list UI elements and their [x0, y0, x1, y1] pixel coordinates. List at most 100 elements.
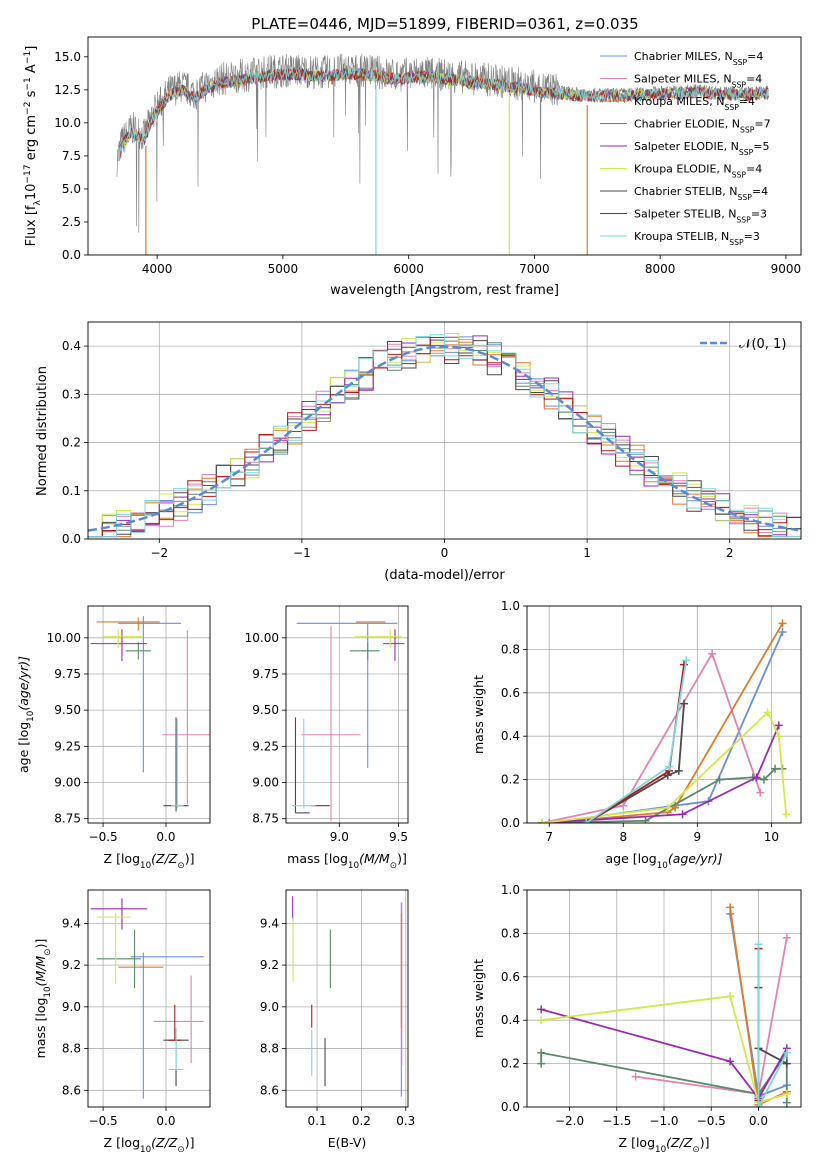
residuals-ytick-label-1: 0.1	[62, 484, 81, 498]
weight_vs_age-plot-area	[537, 619, 791, 823]
residuals-xtick-label-1: −1	[293, 546, 311, 560]
legend-label-normal: 𝒩(0, 1)	[739, 337, 786, 352]
residuals-ylabel: Normed distribution	[35, 366, 50, 496]
weight_vs_Z-ytick-label-4: 0.8	[501, 926, 520, 940]
residuals-xtick-label-2: 0	[441, 546, 449, 560]
residuals-ytick-label-4: 0.4	[62, 339, 81, 353]
weight_vs_Z-ytick-label-2: 0.4	[501, 1013, 520, 1027]
weight_vs_age-marker-kroupa_stelib-1	[665, 762, 674, 771]
weight_vs_age-series-chabrier_stelib	[585, 703, 685, 823]
weight_vs_age-marker-chabrier_elodie-2	[715, 775, 724, 784]
spectrum-ylabel: Flux [fλ10−17 erg cm−2 s−1 A−1]	[23, 46, 43, 247]
mass_vs_Z-xtick-label-1: 0.0	[156, 1114, 175, 1128]
weight_vs_Z-frame	[526, 889, 802, 1108]
mass_vs_Z-ytick-label-3: 9.2	[62, 958, 81, 972]
weight_vs_age-marker-kroupa_elodie-2	[763, 708, 772, 717]
weight_vs_age-marker-salpeter_miles-1	[619, 801, 628, 810]
age_vs_mass-plot-area	[291, 621, 405, 822]
age_vs_Z-ytick-label-3: 9.50	[54, 703, 81, 717]
age_vs_Z-xlabel: Z [log10(Z/Z⊙)]	[104, 851, 195, 871]
mass_vs_Z-plot-area	[90, 898, 204, 1099]
weight_vs_age-marker-salpeter_elodie-2	[752, 773, 761, 782]
weight_vs_age-ytick-label-3: 0.6	[501, 686, 520, 700]
residuals-ytick-label-2: 0.2	[62, 436, 81, 450]
weight_vs_age-series-salpeter_stelib	[585, 664, 685, 823]
weight_vs_age-marker-chabrier_stelib-3	[679, 699, 688, 708]
age_vs_mass-ytick-label-0: 8.75	[252, 812, 279, 826]
age_vs_mass-ytick-label-1: 9.00	[252, 775, 279, 789]
weight_vs_age-ylabel: mass weight	[471, 675, 486, 754]
legend-label-salpeter_elodie: Salpeter ELODIE, NSSP=5	[634, 140, 770, 157]
residuals-xlabel: (data-model)/error	[384, 568, 505, 583]
weight_vs_age-marker-salpeter_elodie-1	[678, 810, 687, 819]
weight_vs_Z-marker-salpeter_miles-0	[631, 1072, 640, 1081]
mass_vs_Z-frame	[87, 889, 211, 1108]
weight_vs_age-series-chabrier_miles	[549, 631, 784, 823]
mass_vs_EBV-ytick-label-2: 9.0	[260, 1000, 279, 1014]
age_vs_mass-xtick-label-0: 9.0	[330, 830, 349, 844]
weight_vs_age-marker-chabrier_stelib-2	[674, 766, 683, 775]
weight_vs_age-marker-salpeter_elodie-3	[774, 721, 783, 730]
weight_vs_age-ytick-label-4: 0.8	[501, 642, 520, 656]
normal-distribution-curve	[88, 345, 799, 532]
weight_vs_age-frame	[526, 605, 802, 824]
residuals-xtick-label-4: 2	[726, 546, 734, 560]
residuals-ytick-label-0: 0.0	[62, 532, 81, 546]
age_vs_mass-ytick-label-5: 10.00	[245, 631, 279, 645]
weight_vs_age-xtick-label-0: 7	[545, 830, 553, 844]
mass_vs_Z-panel: −0.5 0.0 8.6 8.8 9.0 9.2 9.4 Z [log10(Z/Z⊙)] mas…	[33, 889, 211, 1155]
mass_vs_EBV-panel: 0.1 0.2 0.3 8.6 8.8 9.0 9.2 9.4 E(B-V)	[260, 889, 415, 1150]
weight_vs_Z-marker-kroupa_elodie-1	[726, 992, 735, 1001]
mass_vs_EBV-ytick-label-1: 8.8	[260, 1042, 279, 1056]
weight_vs_age-marker-kroupa_elodie-4	[782, 810, 791, 819]
residuals-xtick-label-0: −2	[150, 546, 168, 560]
weight_vs_Z-marker-kroupa_stelib-1	[754, 1103, 763, 1107]
weight_vs_age-marker-salpeter_stelib-2	[679, 660, 688, 669]
weight_vs_age-marker-kroupa_elodie-3	[774, 732, 783, 741]
weight_vs_Z-xtick-label-4: 0.0	[749, 1114, 768, 1128]
mass_vs_Z-ytick-label-1: 8.8	[62, 1042, 81, 1056]
spectrum-frame	[87, 36, 802, 256]
legend-label-salpeter_miles: Salpeter MILES, NSSP=4	[634, 73, 762, 90]
weight_vs_Z-xlabel: Z [log10(Z/Z⊙)]	[619, 1135, 710, 1155]
weight_vs_age-series-kroupa_stelib	[585, 660, 688, 823]
weight_vs_age-panel: 7 8 9 10 0.0 0.2 0.4 0.6 0.8 1.0 age [log10(age/yr…	[471, 599, 802, 871]
weight_vs_Z-marker-salpeter_elodie-1	[726, 1057, 735, 1066]
mass_vs_EBV-frame	[285, 889, 409, 1108]
weight_vs_age-ytick-label-0: 0.0	[501, 816, 520, 830]
legend-label-kroupa_elodie: Kroupa ELODIE, NSSP=4	[634, 163, 762, 180]
mass_vs_Z-ytick-label-2: 9.0	[62, 1000, 81, 1014]
mass_vs_EBV-ytick-label-4: 9.4	[260, 916, 279, 930]
weight_vs_Z-ylabel: mass weight	[471, 959, 486, 1038]
spectrum-ytick-label-5: 12.5	[54, 83, 81, 97]
residuals-plot-area	[88, 333, 801, 538]
weight_vs_Z-panel: −2.0 −1.5 −1.0 −0.5 0.0 0.0 0.2 0.4 0.6 0.8 1.0 Z […	[471, 883, 802, 1155]
weight_vs_age-series-salpeter_elodie	[541, 725, 780, 823]
age_vs_Z-plot-area	[90, 616, 210, 812]
age_vs_mass-ytick-label-3: 9.50	[252, 703, 279, 717]
age_vs_mass-ytick-label-2: 9.25	[252, 739, 279, 753]
age_vs_mass-xtick-label-1: 9.5	[389, 830, 408, 844]
age_vs_Z-ytick-label-5: 10.00	[47, 631, 81, 645]
weight_vs_Z-series-kroupa_stelib	[757, 944, 788, 1107]
weight_vs_age-xtick-label-3: 10	[764, 830, 779, 844]
mass_vs_Z-xtick-label-0: −0.5	[89, 1114, 118, 1128]
legend-label-chabrier_miles: Chabrier MILES, NSSP=4	[634, 50, 763, 67]
age_vs_mass-ytick-label-4: 9.75	[252, 667, 279, 681]
weight_vs_Z-marker-chabrier_stelib-2	[782, 1059, 791, 1068]
weight_vs_Z-marker-chabrier_elodie-4	[782, 1098, 791, 1107]
residuals-panel: −2 −1 0 1 2 0.0 0.1 0.2 0.3 0.4 (data-model)/error…	[35, 321, 802, 583]
weight_vs_age-series-kroupa_miles	[549, 622, 784, 823]
spectrum-title: PLATE=0446, MJD=51899, FIBERID=0361, z=0…	[251, 15, 638, 33]
age_vs_Z-ytick-label-1: 9.00	[54, 775, 81, 789]
residuals-frame	[87, 321, 802, 540]
spectrum-xtick-label-4: 8000	[645, 262, 676, 276]
spectrum-ytick-label-4: 10.0	[54, 116, 81, 130]
weight_vs_age-marker-kroupa_elodie-1	[663, 803, 672, 812]
weight_vs_age-xtick-label-1: 8	[619, 830, 627, 844]
spectrum-ytick-label-0: 0.0	[62, 248, 81, 262]
weight_vs_age-marker-chabrier_elodie-5	[771, 764, 780, 773]
legend-label-kroupa_miles: Kroupa MILES, NSSP=4	[634, 95, 755, 112]
weight_vs_Z-marker-salpeter_elodie-0	[537, 1005, 546, 1014]
weight_vs_Z-plot-area	[537, 903, 791, 1107]
